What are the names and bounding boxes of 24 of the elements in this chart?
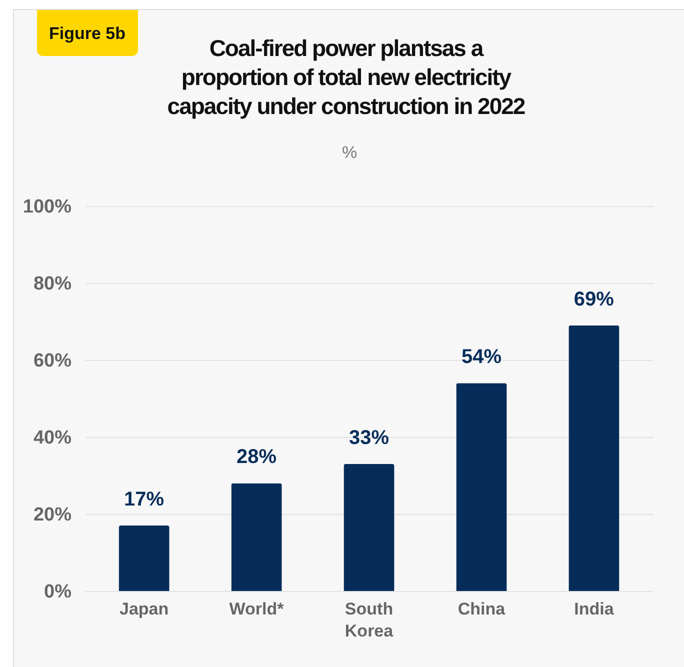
x-tick-label: South Korea — [344, 600, 394, 640]
bar — [568, 325, 620, 591]
x-tick-label: India — [574, 600, 614, 618]
bar — [231, 483, 282, 591]
caption: Figure 5b — [37, 10, 138, 56]
bar — [118, 526, 170, 591]
x-tick-label: World* — [229, 600, 284, 618]
x-tick-label: Japan — [119, 600, 169, 618]
data-label: 54% — [461, 346, 502, 368]
y-tick-label: 60% — [33, 350, 72, 372]
y-tick-label: 0% — [44, 582, 72, 602]
data-label: 28% — [236, 446, 277, 468]
data-label: 33% — [348, 426, 390, 449]
y-tick-label: 80% — [33, 274, 72, 294]
y-tick-label: 100% — [22, 196, 72, 218]
x-tick-label: China — [458, 600, 506, 618]
bar — [456, 383, 507, 591]
chart-subtitle: % — [340, 143, 358, 163]
y-tick-label: 20% — [33, 504, 72, 526]
chart-title: Coal-fired power plantsas a proportion of total new electricity capacity under construction in 2022 — [166, 34, 526, 121]
y-tick-label: 40% — [33, 428, 72, 448]
data-label: 17% — [124, 488, 164, 511]
data-label: 69% — [574, 288, 614, 310]
bar — [344, 464, 394, 591]
